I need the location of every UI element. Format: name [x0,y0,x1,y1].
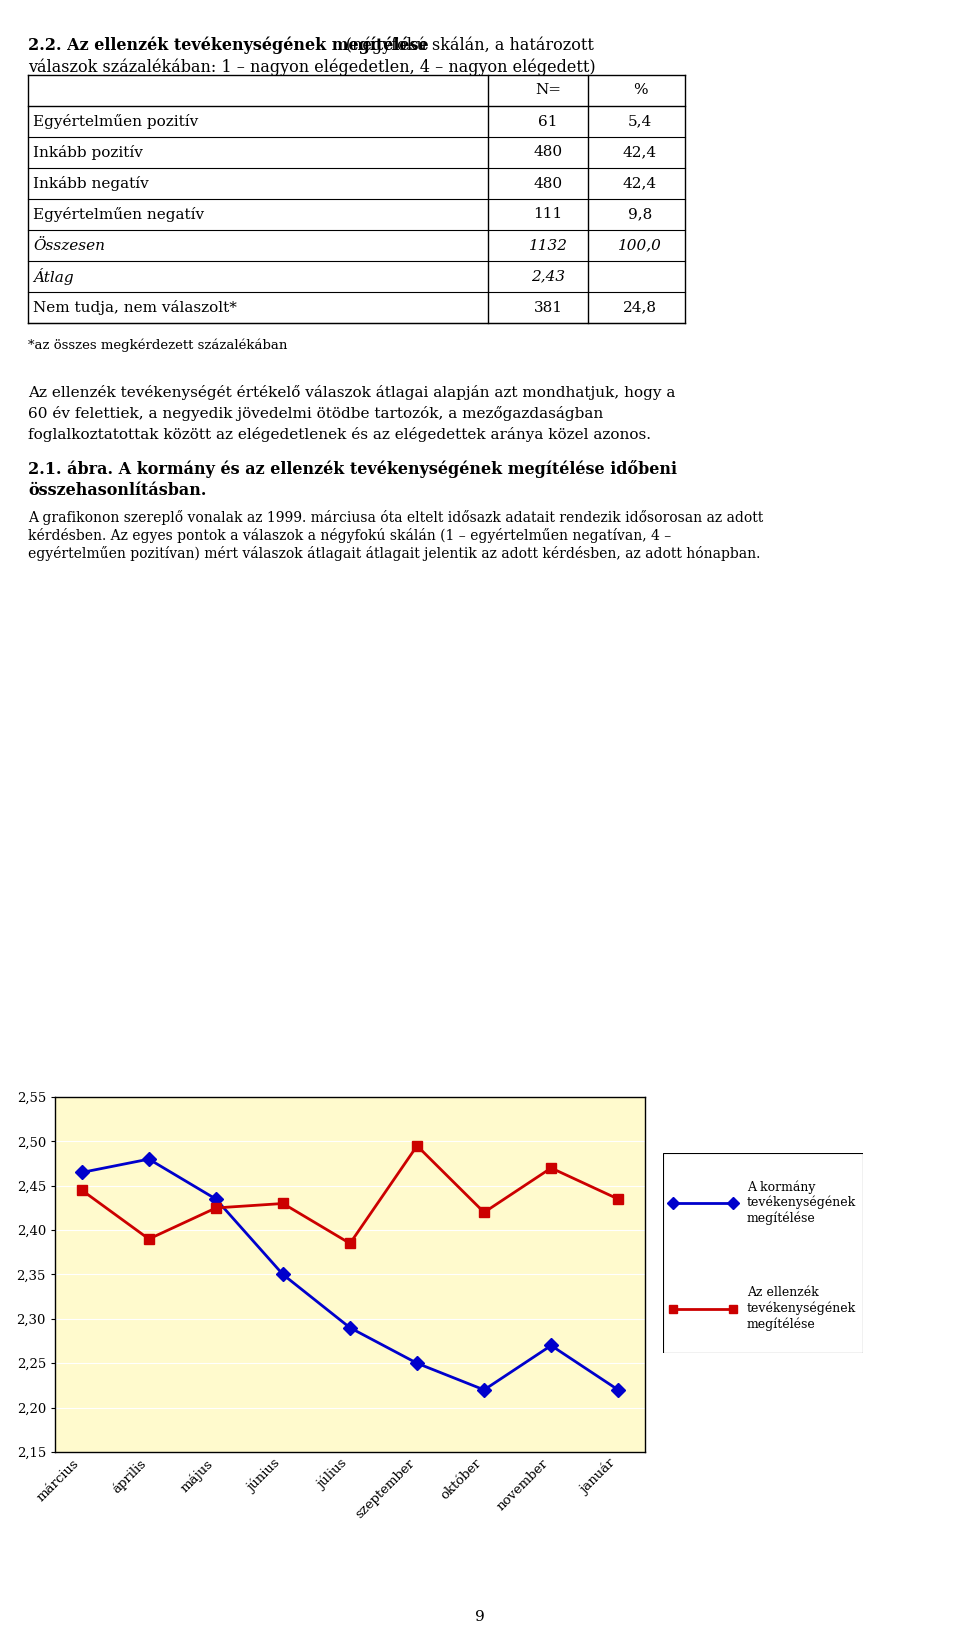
Text: Az ellenzék tevékenységét értékelő válaszok átlagai alapján azt mondhatjuk, hogy: Az ellenzék tevékenységét értékelő válas… [28,385,676,400]
Text: 61: 61 [539,115,558,128]
Text: 42,4: 42,4 [623,176,657,191]
Text: A kormány
tevékenységének
megítélése: A kormány tevékenységének megítélése [747,1181,856,1225]
Text: 9: 9 [475,1611,485,1624]
Text: Inkább pozitív: Inkább pozitív [33,145,143,160]
Text: 480: 480 [534,145,563,160]
Text: 111: 111 [534,208,563,221]
Text: Inkább negatív: Inkább negatív [33,176,149,191]
Text: (négyfokú skálán, a határozott: (négyfokú skálán, a határozott [28,36,594,54]
Text: Nem tudja, nem válaszolt*: Nem tudja, nem válaszolt* [33,300,237,315]
Text: 42,4: 42,4 [623,145,657,160]
Text: foglalkoztatottak között az elégedetlenek és az elégedettek aránya közel azonos.: foglalkoztatottak között az elégedetlene… [28,427,651,441]
Text: Átlag: Átlag [33,268,74,285]
Text: Egyértelműen negatív: Egyértelműen negatív [33,208,204,222]
Text: 24,8: 24,8 [623,300,657,315]
Text: 2.2. Az ellenzék tevékenységének megítélése: 2.2. Az ellenzék tevékenységének megítél… [28,36,428,54]
FancyBboxPatch shape [663,1153,863,1352]
Text: válaszok százalékában: 1 – nagyon elégedetlen, 4 – nagyon elégedett): válaszok százalékában: 1 – nagyon eléged… [28,59,595,76]
Text: N=: N= [535,84,561,97]
Text: 381: 381 [534,300,563,315]
Text: egyértelműen pozitívan) mért válaszok átlagait átlagait jelentik az adott kérdés: egyértelműen pozitívan) mért válaszok át… [28,547,760,562]
Text: 5,4: 5,4 [628,115,652,128]
Text: 480: 480 [534,176,563,191]
Text: Az ellenzék
tevékenységének
megítélése: Az ellenzék tevékenységének megítélése [747,1286,856,1331]
Text: összehasonlításban.: összehasonlításban. [28,483,206,499]
Text: 2.1. ábra. A kormány és az ellenzék tevékenységének megítélése időbeni: 2.1. ábra. A kormány és az ellenzék tevé… [28,460,677,478]
Text: Egyértelműen pozitív: Egyértelműen pozitív [33,114,199,128]
Text: 2,43: 2,43 [531,270,565,283]
Text: 60 év felettiek, a negyedik jövedelmi ötödbe tartozók, a mezőgazdaságban: 60 év felettiek, a negyedik jövedelmi öt… [28,407,603,422]
Text: kérdésben. Az egyes pontok a válaszok a négyfokú skálán (1 – egyértelműen negatí: kérdésben. Az egyes pontok a válaszok a … [28,529,671,544]
Text: 9,8: 9,8 [628,208,652,221]
Text: 100,0: 100,0 [618,239,662,252]
Text: A grafikonon szereplő vonalak az 1999. márciusa óta eltelt idősazk adatait rende: A grafikonon szereplő vonalak az 1999. m… [28,511,763,525]
Text: %: % [633,84,647,97]
Text: 1132: 1132 [529,239,567,252]
Text: Összesen: Összesen [33,239,105,252]
Text: *az összes megkérdezett százalékában: *az összes megkérdezett százalékában [28,339,287,352]
